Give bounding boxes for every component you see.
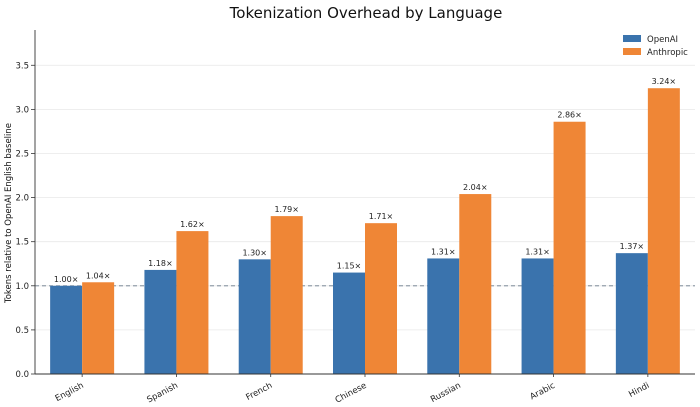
bar-openai-english: [50, 285, 83, 374]
legend-swatch-openai: [623, 35, 641, 42]
legend-label-openai: OpenAI: [647, 35, 678, 45]
data-label-anthropic-arabic: 2.86×: [557, 111, 582, 120]
data-label-openai-arabic: 1.31×: [525, 247, 550, 256]
data-label-openai-spanish: 1.18×: [148, 259, 173, 268]
data-label-anthropic-french: 1.79×: [274, 205, 299, 214]
y-axis-label: Tokens relative to OpenAI English baseli…: [4, 123, 14, 304]
y-tick-label: 2.0: [15, 194, 29, 204]
y-tick-labels: 0.0 0.5 1.0 1.5 2.0 2.5 3.0 3.5: [15, 61, 35, 380]
x-tick-label-english: English: [54, 381, 86, 404]
bar-openai-chinese: [333, 272, 365, 374]
data-label-openai-french: 1.30×: [242, 248, 267, 257]
x-tick-labels: English Spanish French Chinese Russian Arabic…: [54, 374, 651, 406]
legend: OpenAI Anthropic: [623, 35, 688, 58]
data-label-openai-english: 1.00×: [54, 275, 79, 284]
x-tick-label-hindi: Hindi: [627, 381, 651, 400]
bar-anthropic-hindi: [647, 88, 680, 374]
x-tick-label-spanish: Spanish: [145, 381, 179, 406]
data-labels: 1.00× 1.04× 1.18× 1.62× 1.30× 1.79× 1.15× 1.71×…: [54, 77, 676, 284]
bar-anthropic-arabic: [553, 121, 586, 374]
bar-anthropic-chinese: [365, 223, 397, 374]
y-tick-label: 1.5: [15, 238, 29, 248]
legend-label-anthropic: Anthropic: [647, 48, 688, 58]
bar-openai-russian: [427, 258, 460, 374]
bar-anthropic-english: [82, 282, 115, 374]
chart-title: Tokenization Overhead by Language: [229, 4, 503, 22]
bar-openai-french: [238, 259, 271, 374]
bar-anthropic-french: [270, 216, 303, 374]
bar-openai-hindi: [615, 253, 648, 374]
data-label-openai-hindi: 1.37×: [620, 242, 645, 251]
y-tick-label: 3.5: [15, 61, 29, 71]
x-tick-label-chinese: Chinese: [334, 381, 369, 406]
legend-swatch-anthropic: [623, 48, 641, 55]
x-tick-label-russian: Russian: [429, 381, 463, 405]
bar-openai-spanish: [144, 269, 177, 374]
bar-anthropic-spanish: [176, 231, 209, 374]
data-label-anthropic-chinese: 1.71×: [369, 212, 394, 221]
y-tick-label: 3.0: [15, 105, 29, 115]
y-tick-label: 2.5: [15, 149, 29, 159]
y-tick-label: 0.5: [15, 326, 29, 336]
bar-openai-arabic: [521, 258, 554, 374]
x-tick-label-french: French: [244, 381, 274, 403]
data-label-anthropic-russian: 2.04×: [463, 183, 488, 192]
bars: [50, 88, 680, 374]
y-tick-label: 1.0: [15, 282, 29, 292]
data-label-openai-chinese: 1.15×: [337, 262, 362, 271]
data-label-anthropic-english: 1.04×: [86, 271, 111, 280]
x-tick-label-arabic: Arabic: [528, 381, 557, 403]
data-label-openai-russian: 1.31×: [431, 247, 456, 256]
data-label-anthropic-hindi: 3.24×: [652, 77, 677, 86]
bar-anthropic-russian: [459, 194, 492, 374]
y-tick-label: 0.0: [15, 370, 29, 380]
data-label-anthropic-spanish: 1.62×: [180, 220, 205, 229]
